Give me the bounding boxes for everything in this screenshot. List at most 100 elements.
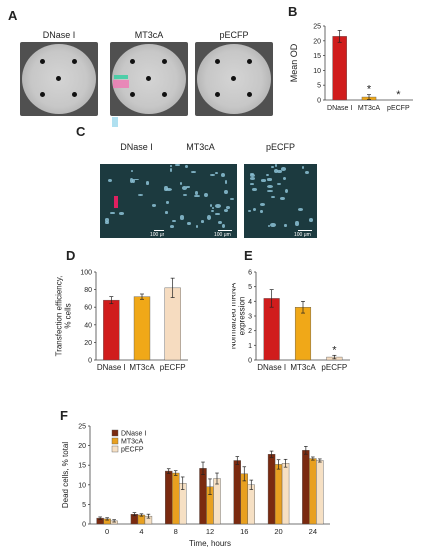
category-label: pECFP [160,363,186,372]
image-label-pecfp: pECFP [265,142,295,152]
fluorescence-image-mt3ca: 100 μm [164,164,237,238]
y-tick-label: 20 [78,443,86,450]
fluorescent-cell [309,218,314,222]
chart-f: 0 5 10 15 20 25 0 4 8 12 16 20 24 Time, hours Dead cel… [61,424,330,548]
legend-label: MT3cA [121,439,144,446]
fluorescent-cell [221,173,226,177]
bar [133,296,151,361]
plate-label-mt3ca: MT3cA [134,30,164,40]
y-tick-label: 40 [84,322,92,329]
plate-image-mt3ca [110,42,188,116]
fluorescent-cell [182,186,188,190]
y-tick-label: 0 [248,358,252,365]
fluorescent-cell [200,220,205,223]
fluorescent-cell [276,183,281,186]
fluorescent-cell [274,169,278,174]
well [40,92,45,97]
y-tick-label: 25 [313,24,321,31]
y-tick-label: 6 [248,270,252,277]
well [247,59,252,64]
fluorescent-cell [166,188,173,192]
fluorescent-cell [107,179,112,183]
legend-label: DNase I [121,431,146,438]
y-tick-label: 0 [88,358,92,365]
y-tick-label: 15 [78,463,86,470]
fluorescent-cell [191,170,196,173]
y-axis-label: Dead cells, % total [61,442,70,508]
fluorescent-cell [267,178,272,181]
fluorescent-cell [225,206,231,209]
fluorescent-cell [151,204,156,208]
panel-label-e: E [244,248,253,263]
y-tick-label: 10 [313,68,321,75]
fluorescent-cell [249,172,255,176]
fluorescent-cell [210,174,215,177]
well [40,59,45,64]
fluorescence-image-pecfp: 100 μm [244,164,317,238]
category-label: MT3cA [290,363,316,372]
fluorescent-cell [170,225,175,229]
fluorescent-cell [249,177,256,180]
fluorescent-cell [224,208,228,212]
fluorescent-cell [265,173,269,177]
bar [302,450,310,525]
fluorescent-cell [215,212,220,216]
category-label: DNase I [327,105,352,112]
fluorescent-cell [252,207,257,212]
x-tick-label: 16 [240,527,248,536]
y-tick-label: 0 [82,522,86,529]
fluorescent-cell [145,181,150,185]
y-tick-label: 2 [248,328,252,335]
y-tick-label: 5 [82,502,86,509]
halo-spot [113,80,129,88]
scale-bar [298,230,312,231]
fluorescent-cell [169,165,173,167]
x-tick-label: 4 [139,527,143,536]
scale-label: 100 μm [214,232,231,238]
chart-d: 0 20 40 60 80 100 DNase I MT3cA pECFP Transfectio… [55,270,188,372]
fluorescent-cell [138,194,143,197]
category-label: pECFP [387,105,410,112]
fluorescent-cell [250,182,255,185]
panel-label-d: D [66,248,76,263]
fluorescent-cell [259,209,263,214]
fluorescent-cell [279,196,286,201]
fluorescent-cell [193,194,200,198]
category-label: pECFP [321,363,347,372]
plate-label-pecfp: pECFP [219,30,249,40]
fluorescent-cell [277,169,282,174]
fluorescent-cell [110,211,115,215]
fluorescent-cell [297,207,304,212]
y-axis-label: Normalized mRNAexpression [232,282,246,349]
well [130,59,135,64]
fluorescent-cell [179,182,182,185]
scale-bar [154,230,168,231]
legend-swatch [111,437,119,445]
fluorescent-cell [248,209,252,212]
fluorescent-cell [169,168,172,173]
fluorescent-cell [249,174,256,178]
x-tick-label: 20 [274,527,282,536]
halo-spot [114,75,128,79]
fluorescent-cell [271,195,276,198]
category-label: DNase I [97,363,126,372]
bar [316,460,324,525]
fluorescent-cell [164,210,169,214]
fluorescent-cell [172,219,177,223]
panel-label-b: B [288,4,298,19]
bar [263,298,280,361]
bar [294,307,312,361]
color-artifact [112,117,118,127]
fluorescent-cell [275,164,278,168]
well [130,92,135,97]
fluorescent-cell [183,194,187,196]
panel-label-a: A [8,8,18,23]
well [162,59,167,64]
y-tick-label: 60 [84,305,92,312]
fluorescent-cell [119,212,124,216]
bar [199,468,207,525]
y-tick-label: 100 [80,270,92,277]
well [56,76,61,81]
fluorescent-cell [164,186,168,191]
fluorescent-cell [194,191,199,196]
